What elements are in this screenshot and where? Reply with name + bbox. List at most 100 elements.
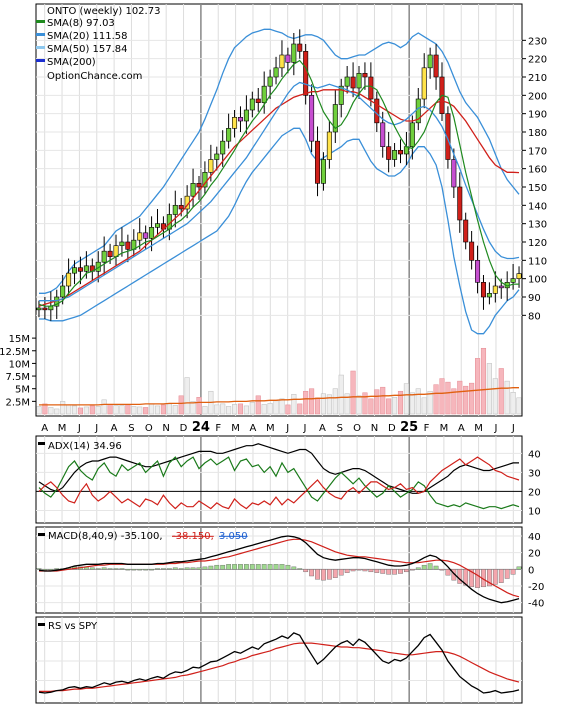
- macd-histogram-bar: [327, 569, 331, 579]
- candle-body: [43, 308, 47, 310]
- sma8-swatch: [36, 20, 45, 23]
- candle-body: [149, 227, 153, 238]
- macd-histogram-bar: [434, 566, 438, 569]
- candle-body: [250, 99, 254, 110]
- candle-body: [481, 282, 485, 297]
- volume-tick-label: 7.5M: [5, 372, 30, 383]
- candle-body: [143, 233, 147, 239]
- volume-tick-label: 2.5M: [5, 397, 30, 408]
- candle-body: [381, 123, 385, 147]
- candle-body: [511, 279, 515, 283]
- macd-tick-label: 20: [528, 549, 541, 560]
- macd-histogram-bar: [511, 569, 515, 574]
- volume-bar: [386, 399, 391, 414]
- macd-histogram-bar: [138, 569, 142, 570]
- macd-histogram-bar: [422, 565, 426, 569]
- month-label: O: [353, 423, 361, 434]
- candle-body: [268, 77, 272, 86]
- candle-body: [66, 273, 70, 286]
- macd-hist-value: 3.050: [219, 531, 248, 542]
- macd-histogram-bar: [226, 564, 230, 569]
- volume-bar: [280, 399, 285, 414]
- candle-body: [280, 55, 284, 68]
- volume-bar: [114, 405, 119, 414]
- candle-body: [138, 233, 142, 240]
- volume-bar: [303, 391, 308, 414]
- adx-tick-label: 20: [528, 487, 541, 498]
- volume-bar: [185, 378, 190, 414]
- macd-histogram-bar: [155, 569, 159, 570]
- month-label: J: [285, 423, 289, 434]
- volume-bar: [96, 406, 101, 414]
- candle-body: [363, 73, 367, 77]
- price-tick-label: 150: [528, 183, 547, 194]
- candle-body: [452, 160, 456, 188]
- month-label: 24: [192, 420, 210, 435]
- macd-signal-value: -38.150,: [172, 531, 214, 542]
- volume-tick-label: 15M: [9, 334, 30, 345]
- macd-histogram-bar: [428, 564, 432, 570]
- volume-bar: [321, 394, 326, 414]
- macd-histogram-bar: [37, 569, 41, 570]
- volume-bar: [137, 407, 142, 414]
- volume-bar: [333, 389, 338, 414]
- candle-body: [469, 242, 473, 260]
- volume-bar: [297, 404, 302, 414]
- volume-bar: [214, 405, 219, 414]
- macd-label: MACD(8,40,9) -35.100,: [48, 531, 163, 542]
- volume-tick-label: 5M: [15, 385, 30, 396]
- month-label: A: [319, 423, 326, 434]
- candle-body: [463, 220, 467, 242]
- macd-histogram-bar: [43, 569, 47, 570]
- candle-body: [244, 110, 248, 121]
- volume-bar: [469, 383, 474, 414]
- volume-bar: [60, 401, 65, 414]
- candle-body: [108, 251, 112, 257]
- volume-tick-label: 12.5M: [0, 347, 30, 358]
- macd-histogram-bar: [499, 569, 503, 582]
- macd-histogram-bar: [114, 569, 118, 570]
- volume-bar: [238, 404, 243, 414]
- macd-histogram-bar: [244, 564, 248, 569]
- adx-label-group: ADX(14) 34.96: [38, 441, 122, 452]
- macd-histogram-bar: [375, 569, 379, 572]
- candle-body: [499, 286, 503, 288]
- volume-bar: [274, 401, 279, 414]
- volume-bar: [380, 387, 385, 414]
- macd-histogram-bar: [404, 569, 408, 572]
- volume-bar: [90, 406, 95, 414]
- chart-title: ONTO (weekly) 102.73: [47, 6, 160, 17]
- candle-body: [303, 51, 307, 95]
- volume-bar: [410, 393, 415, 414]
- price-tick-label: 110: [528, 256, 547, 267]
- volume-bar: [505, 381, 510, 414]
- candle-body: [428, 55, 432, 68]
- macd-histogram-bar: [410, 569, 414, 570]
- volume-bar: [363, 393, 368, 414]
- month-label: O: [145, 423, 153, 434]
- macd-histogram-bar: [185, 568, 189, 570]
- macd-histogram-bar: [197, 568, 201, 570]
- month-label: J: [94, 423, 98, 434]
- volume-bar: [37, 406, 42, 414]
- volume-bar: [203, 406, 208, 414]
- price-tick-label: 210: [528, 73, 547, 84]
- price-tick-label: 190: [528, 110, 547, 121]
- price-tick-label: 220: [528, 55, 547, 66]
- legend-sma20: SMA(20) 111.58: [47, 31, 128, 42]
- macd-histogram-bar: [298, 569, 302, 570]
- legend-sma200: SMA(200): [47, 57, 96, 68]
- macd-histogram-bar: [381, 569, 385, 573]
- month-label: M: [231, 423, 240, 434]
- watermark: OptionChance.com: [47, 71, 142, 82]
- candle-body: [351, 77, 355, 88]
- macd-histogram-bar: [179, 569, 183, 570]
- candle-body: [357, 73, 361, 88]
- volume-bar: [173, 405, 178, 414]
- price-tick-label: 120: [528, 238, 547, 249]
- macd-histogram-bar: [238, 564, 242, 569]
- volume-bar: [392, 397, 397, 414]
- macd-histogram-bar: [167, 569, 171, 570]
- volume-bar: [256, 396, 261, 414]
- volume-bar: [428, 391, 433, 414]
